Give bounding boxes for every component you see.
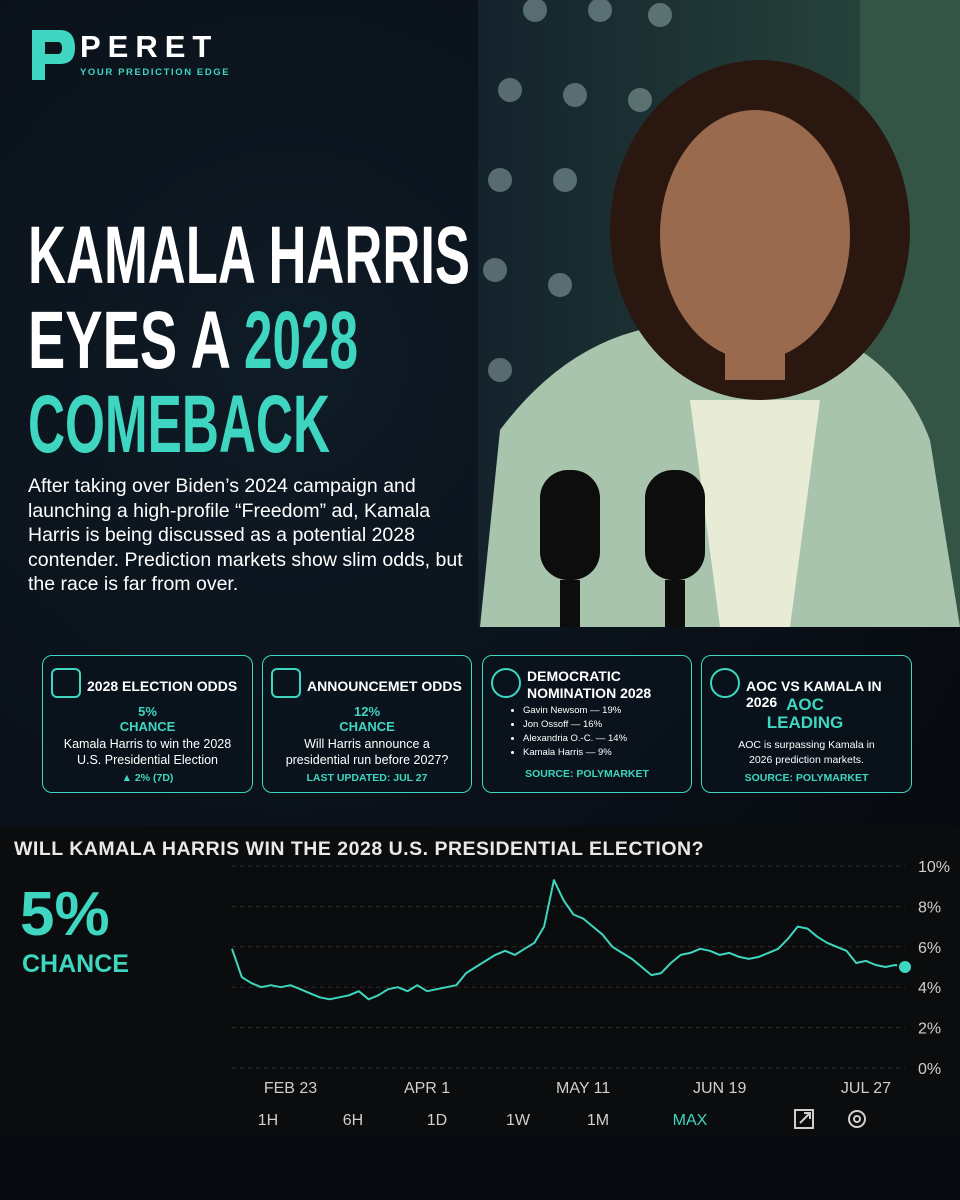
end-point [897, 959, 913, 975]
card: ANNOUNCEMET ODDS 12% CHANCE Will Harris … [262, 655, 472, 793]
plot: 0% 2% 4% 6% 8% 10% FEB 23 APR 1 MAY 11 JUN 19 JUL … [231, 859, 950, 1129]
headline: KAMALA HARRIS EYES A 2028 COMEBACK [28, 210, 470, 470]
card-title: 2028 ELECTION ODDS [87, 678, 238, 694]
logo-mark [32, 30, 75, 80]
body-text: After taking over Biden’s 2024 campaign … [28, 475, 463, 596]
chart-tools [794, 1109, 866, 1129]
blouse [690, 400, 820, 627]
card-list: Gavin Newsom — 19% Jon Ossoff — 16% Alex… [523, 704, 691, 760]
logo: PERET YOUR PREDICTION EDGE [32, 29, 230, 80]
y-tick-label: 2% [918, 1021, 941, 1038]
y-tick-label: 4% [918, 980, 941, 997]
card-value: AOC LEADING [766, 695, 844, 732]
chart-title: WILL KAMALA HARRIS WIN THE 2028 U.S. PRE… [14, 838, 704, 860]
chart-panel [0, 826, 960, 1138]
y-tick-label: 8% [918, 899, 941, 916]
headline-line: COMEBACK [28, 379, 330, 470]
card-list-item: Gavin Newsom — 19% [523, 704, 691, 718]
photo [478, 0, 960, 627]
card-text: AOC is surpassing Kamala in 2026 predict… [738, 739, 875, 766]
range-button[interactable]: 1M [587, 1112, 609, 1129]
headline-highlight: 2028 [244, 295, 358, 386]
card-footer: SOURCE: POLYMARKET [525, 768, 649, 780]
card-value: 5% [138, 704, 157, 719]
card-label: CHANCE [339, 719, 395, 734]
headline-line: KAMALA HARRIS [28, 210, 470, 301]
range-button[interactable]: 1H [258, 1112, 278, 1129]
card-footer: LAST UPDATED: JUL 27 [306, 772, 428, 784]
chart-callout-caption: CHANCE [22, 950, 129, 978]
range-button[interactable]: 6H [343, 1112, 363, 1129]
card-list-item: Jon Ossoff — 16% [523, 718, 691, 732]
line [231, 879, 906, 1001]
card: AOC VS KAMALA IN 2026 AOC LEADING AOC is… [701, 655, 912, 793]
card-title: DEMOCRATIC NOMINATION 2028 [527, 668, 652, 701]
x-tick-label: JUL 27 [841, 1080, 891, 1097]
range-button[interactable]: 1W [506, 1112, 531, 1129]
chart-callout: 5% [20, 880, 110, 949]
card-icon [710, 668, 740, 698]
flag-stars [483, 0, 672, 382]
card: DEMOCRATIC NOMINATION 2028 Gavin Newsom … [482, 655, 692, 793]
x-tick-label: APR 1 [404, 1080, 450, 1097]
face [660, 110, 850, 360]
card-footer: SOURCE: POLYMARKET [744, 772, 869, 784]
range-button[interactable]: 1D [427, 1112, 447, 1129]
x-tick-label: FEB 23 [264, 1080, 317, 1097]
card-list-item: Alexandria O.-C. — 14% [523, 732, 691, 746]
x-tick-label: MAY 11 [556, 1080, 610, 1097]
card-list-item: Kamala Harris — 9% [523, 746, 691, 760]
brand-name: PERET [80, 29, 218, 64]
microphones [540, 470, 705, 627]
expand-button[interactable] [794, 1109, 814, 1129]
card-label: CHANCE [119, 719, 176, 734]
card-icon [51, 668, 81, 698]
x-tick-label: JUN 19 [693, 1080, 746, 1097]
card-text: Will Harris announce a presidential run … [285, 737, 449, 767]
card: 2028 ELECTION ODDS 5% CHANCE Kamala Harr… [42, 655, 253, 793]
card-icon [491, 668, 521, 698]
y-tick-label: 10% [918, 859, 950, 876]
card-title: ANNOUNCEMET ODDS [307, 678, 462, 694]
y-tick-label: 0% [918, 1061, 941, 1078]
headline-line: EYES A [28, 295, 231, 386]
card-icon [271, 668, 301, 698]
y-tick-label: 6% [918, 940, 941, 957]
card-value: 12% [353, 704, 381, 719]
range-button[interactable]: MAX [673, 1112, 708, 1129]
card-title: AOC VS KAMALA IN 2026 [746, 678, 882, 710]
brand-tagline: YOUR PREDICTION EDGE [80, 67, 230, 78]
card-text: Kamala Harris to win the 2028 U.S. Presi… [63, 737, 232, 767]
settings-button[interactable] [848, 1110, 866, 1128]
card-footer: ▲ 2% (7D) [121, 772, 174, 784]
neck [725, 320, 785, 380]
